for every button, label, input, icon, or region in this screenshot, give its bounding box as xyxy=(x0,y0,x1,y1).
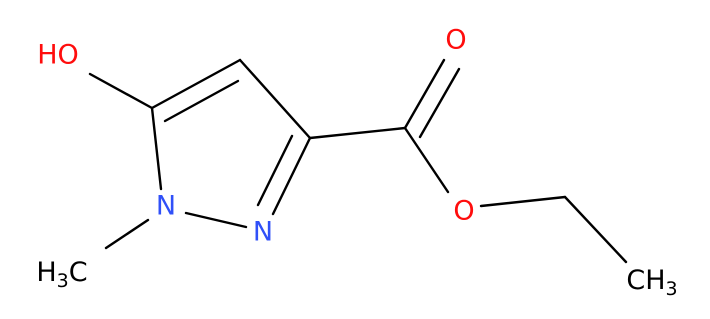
atom-label: HO xyxy=(37,40,79,71)
bond xyxy=(563,195,628,264)
atom-label: H3C xyxy=(36,257,87,292)
label-subscript: 3 xyxy=(666,278,678,300)
label-part: C xyxy=(69,257,88,288)
bond xyxy=(256,134,294,207)
atom-label: CH3 xyxy=(626,265,677,300)
bond xyxy=(88,72,154,110)
label-part: CH xyxy=(626,265,665,296)
bond xyxy=(308,126,407,140)
bond xyxy=(104,218,150,250)
bond xyxy=(163,79,240,123)
bond xyxy=(403,58,446,130)
bond xyxy=(479,195,567,208)
label-part: H xyxy=(36,257,56,288)
bond xyxy=(418,67,461,139)
bond xyxy=(403,126,450,194)
label-subscript: 3 xyxy=(57,270,69,292)
bonds xyxy=(88,58,628,264)
atom-label: N xyxy=(253,217,273,248)
atom-label: O xyxy=(445,25,466,56)
atom-label: O xyxy=(453,196,474,227)
bond xyxy=(150,58,242,110)
bond xyxy=(184,211,248,229)
atom-label: N xyxy=(156,191,176,222)
bond xyxy=(150,106,163,191)
bond xyxy=(238,58,312,140)
bond xyxy=(271,136,312,216)
